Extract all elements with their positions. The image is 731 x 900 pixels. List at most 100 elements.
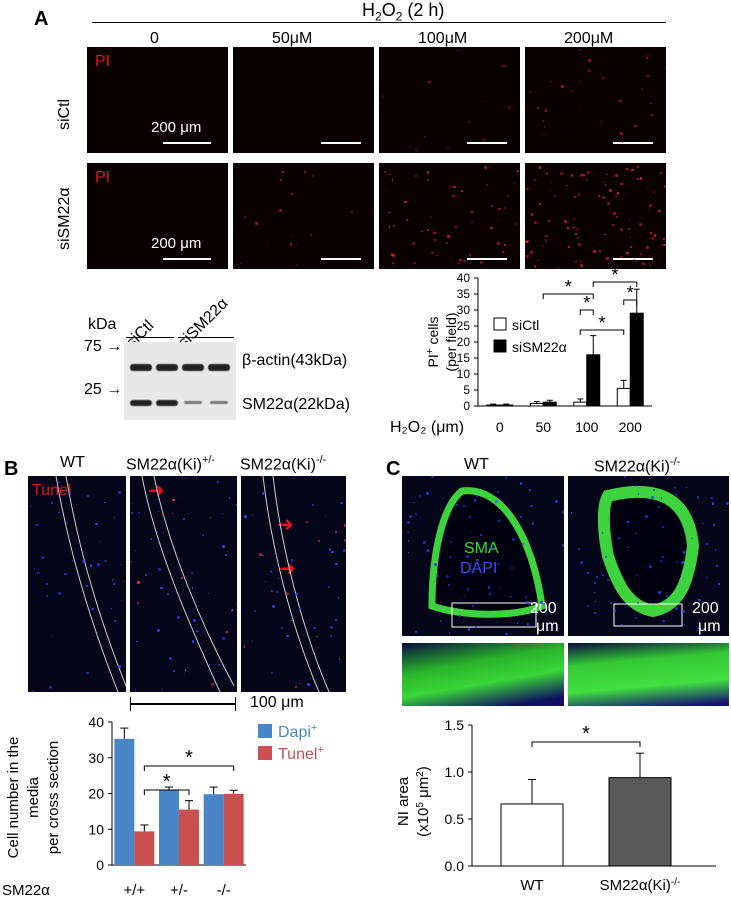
fluorescent-speck: [635, 260, 638, 263]
fluorescent-speck: [50, 502, 53, 505]
blot-lane-line-2: [178, 337, 234, 338]
fluorescent-speck: [691, 537, 694, 540]
fluorescent-speck: [577, 193, 581, 196]
fluorescent-speck: [426, 492, 429, 495]
fluorescent-speck: [566, 227, 569, 229]
band-actin-3: [182, 364, 204, 371]
fluorescent-speck: [544, 238, 548, 242]
fluorescent-speck: [612, 224, 615, 227]
fluorescent-speck: [191, 640, 195, 643]
legend-label: siSM22α: [512, 339, 567, 355]
fluorescent-speck: [183, 672, 186, 674]
fluorescent-speck: [446, 575, 449, 578]
treatment-header: H2O2 (2 h): [362, 0, 445, 24]
fluorescent-speck: [571, 174, 574, 177]
fluorescent-speck: [613, 212, 617, 216]
fluorescent-speck: [447, 234, 451, 238]
fluorescent-speck: [702, 522, 705, 525]
fluorescent-speck: [528, 488, 531, 491]
fluorescent-speck: [579, 260, 582, 262]
fluorescent-speck: [620, 182, 623, 185]
tunel-scale-bar: [130, 703, 236, 705]
fluorescent-speck: [427, 549, 430, 552]
c-genotype-ki-ko: SM22α(Ki)-/-: [594, 456, 681, 476]
fluorescent-speck: [662, 619, 665, 622]
fluorescent-speck: [545, 172, 549, 176]
fluorescent-speck: [617, 191, 619, 193]
fluorescent-speck: [582, 173, 585, 177]
fluorescent-speck: [587, 249, 589, 251]
tunel-vessel-wall: [262, 476, 330, 692]
fluorescent-speck: [411, 242, 415, 246]
fluorescent-speck: [45, 583, 48, 586]
fluorescent-speck: [519, 482, 523, 485]
fluorescent-speck: [162, 689, 164, 691]
fluorescent-speck: [534, 178, 537, 181]
fluorescent-speck: [172, 498, 175, 502]
fluorescent-speck: [558, 268, 561, 269]
fluorescent-speck: [505, 477, 508, 480]
fluorescent-speck: [609, 210, 611, 213]
y-tick-label: 25: [457, 319, 471, 333]
band-actin-1: [130, 364, 152, 371]
fluorescent-speck: [640, 253, 643, 255]
c-genotype-wt: WT: [464, 456, 489, 473]
scale-bar: [613, 142, 653, 144]
fluorescent-speck: [567, 246, 570, 249]
fluorescent-speck: [290, 559, 294, 562]
fluorescent-speck: [426, 171, 430, 174]
fluorescent-speck: [391, 179, 394, 181]
fluorescent-speck: [253, 610, 256, 613]
fluorescent-speck: [620, 623, 624, 626]
x-tick-label: 200: [619, 419, 643, 435]
fluorescent-speck: [579, 81, 581, 83]
fluorescent-speck: [218, 663, 221, 666]
fluorescent-speck: [41, 555, 45, 559]
fluorescent-speck: [351, 210, 354, 213]
fluorescent-speck: [627, 546, 629, 549]
fluorescent-speck: [431, 476, 434, 479]
fluorescent-speck: [683, 623, 686, 626]
fluorescent-speck: [407, 540, 410, 542]
blot-kda-label: kDa: [88, 316, 117, 333]
significance-bracket: [623, 299, 638, 305]
fluorescent-speck: [118, 491, 121, 495]
fluorescent-speck: [286, 592, 290, 595]
fluorescent-speck: [498, 520, 501, 522]
fluorescent-speck: [311, 503, 315, 507]
fluorescent-speck: [448, 583, 451, 587]
significance-star: *: [185, 747, 193, 769]
x-tick-label: SM22α(Ki)-/-: [600, 877, 681, 895]
fluorescent-speck: [648, 263, 652, 266]
y-tick-label: 0.0: [445, 858, 465, 874]
fluorescent-speck: [414, 261, 416, 264]
fluorescent-speck: [469, 516, 471, 518]
row-label-sictl: siCtl: [56, 98, 73, 130]
fluorescent-speck: [626, 520, 629, 523]
fluorescent-speck: [561, 544, 564, 547]
fluorescent-speck: [592, 172, 595, 175]
sma-micrograph-wt: SMA DAPI 200 μm: [402, 476, 564, 636]
significance-bracket: [579, 309, 594, 315]
fluorescent-speck: [392, 261, 394, 264]
fluorescent-speck: [600, 121, 603, 124]
micrograph-sism22a-100: [379, 163, 520, 269]
fluorescent-speck: [619, 99, 622, 103]
fluorescent-speck: [162, 532, 164, 534]
fluorescent-speck: [473, 498, 477, 502]
fluorescent-speck: [36, 523, 39, 526]
fluorescent-speck: [312, 175, 315, 178]
fluorescent-speck: [631, 168, 634, 171]
fluorescent-speck: [46, 595, 49, 598]
fluorescent-speck: [193, 618, 197, 622]
fluorescent-speck: [436, 254, 438, 256]
fluorescent-speck: [577, 547, 580, 550]
fluorescent-speck: [243, 646, 245, 648]
fluorescent-speck: [207, 669, 210, 672]
fluorescent-speck: [659, 171, 663, 175]
fluorescent-speck: [130, 560, 132, 563]
fluorescent-speck: [196, 629, 199, 633]
legend-swatch: [493, 339, 507, 353]
fluorescent-speck: [651, 114, 654, 117]
x-tick-label: +/+: [123, 882, 145, 899]
